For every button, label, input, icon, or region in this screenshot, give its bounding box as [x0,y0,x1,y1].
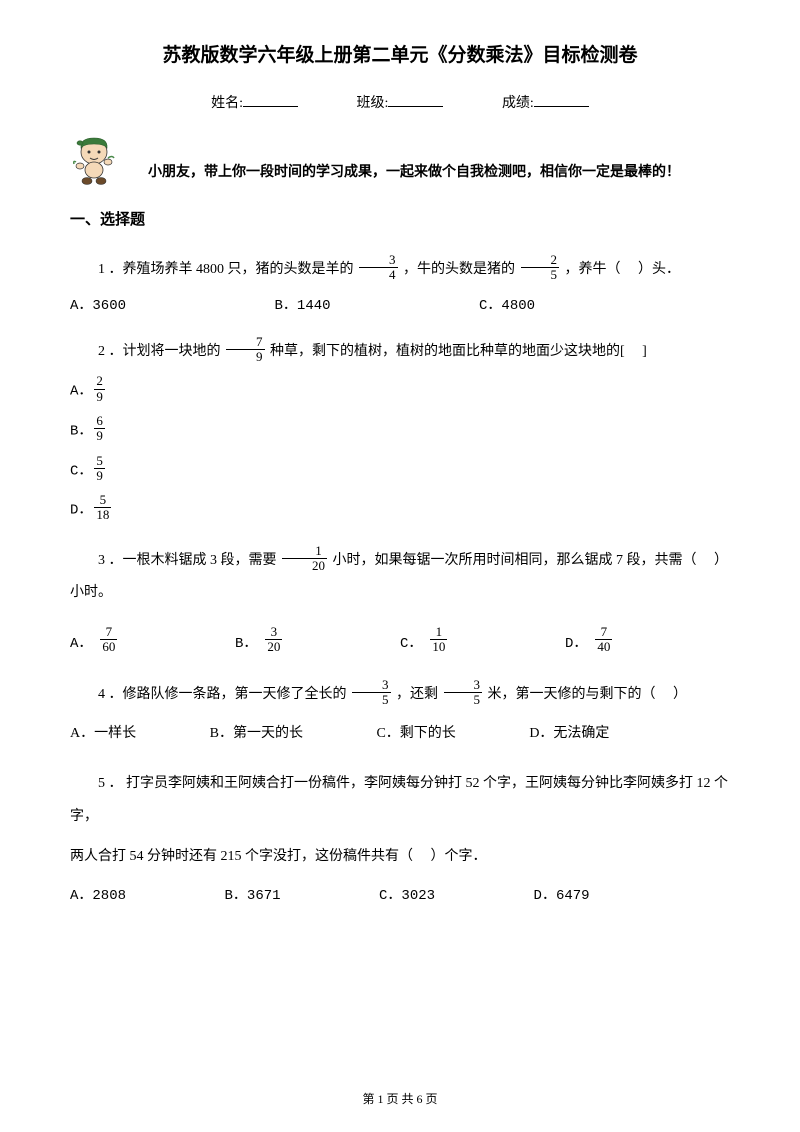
q2-pre: 2 ．计划将一块地的 [98,344,221,359]
q4-opt-a: A．一样长 [70,719,136,750]
q4-options: A．一样长 B．第一天的长 C．剩下的长 D．无法确定 [70,719,730,750]
q1-opt-b: B．1440 [275,294,331,314]
page-title: 苏教版数学六年级上册第二单元《分数乘法》目标检测卷 [70,40,730,67]
question-2: 2 ．计划将一块地的 79 种草，剩下的植树，植树的地面比种草的地面少这块地的[… [70,336,730,525]
q1-frac2: 25 [521,253,560,283]
section-title: 一、选择题 [70,208,730,229]
question-5: 5 ． 打字员李阿姨和王阿姨合打一份稿件，李阿姨每分钟打 52 个字，王阿姨每分… [70,768,730,912]
q1-options: A．3600 B．1440 C．4800 [70,294,730,314]
q1-mid: ，牛的头数是猪的 [403,262,515,277]
info-row: 姓名: 班级: 成绩: [70,92,730,112]
q3-opt-a: A．760 [70,627,235,657]
question-4: 4 ．修路队修一条路，第一天修了全长的 35 ，还剩 35 米，第一天修的与剩下… [70,679,730,751]
q2-frac: 79 [226,335,265,365]
q4-frac2: 35 [444,678,483,708]
q1-post: ，养牛（ ）头． [565,262,681,277]
q5-opt-b: B．3671 [225,881,281,912]
q3-pre: 3 ．一根木料锯成 3 段，需要 [98,553,277,568]
q4-pre: 4 ．修路队修一条路，第一天修了全长的 [98,687,347,702]
name-label: 姓名: [211,96,243,111]
q2-opt-a: A．29 [70,376,730,406]
q5-opt-d: D．6479 [534,881,590,912]
q1-text: 1 ．养殖场养羊 4800 只，猪的头数是羊的 34 ，牛的头数是猪的 25 ，… [70,254,730,286]
q3-text: 3 ．一根木料锯成 3 段，需要 120 小时，如果每锯一次所用时间相同，那么锯… [70,545,730,609]
q1-opt-a: A．3600 [70,294,126,314]
q2-opt-c: C．59 [70,456,730,486]
q4-text: 4 ．修路队修一条路，第一天修了全长的 35 ，还剩 35 米，第一天修的与剩下… [70,679,730,711]
q3-opt-c: C．110 [400,627,565,657]
q5-line2: 两人合打 54 分钟时还有 215 个字没打，这份稿件共有（ ）个字． [70,841,730,873]
q4-opt-c: C．剩下的长 [376,719,455,750]
q5-opt-a: A．2808 [70,881,126,912]
q4-opt-d: D．无法确定 [529,719,609,750]
q2-opt-d: D．518 [70,495,730,525]
q2-options: A．29 B．69 C．59 D．518 [70,376,730,524]
q3-opt-d: D．740 [565,627,730,657]
page-footer: 第 1 页 共 6 页 [0,1090,800,1107]
q4-opt-b: B．第一天的长 [210,719,303,750]
q3-frac: 120 [282,544,327,574]
question-1: 1 ．养殖场养羊 4800 只，猪的头数是羊的 34 ，牛的头数是猪的 25 ，… [70,254,730,314]
mascot-row: 小朋友，带上你一段时间的学习成果，一起来做个自我检测吧，相信你一定是最棒的！ [70,130,730,186]
class-label: 班级: [357,96,389,111]
q1-pre: 1 ．养殖场养羊 4800 只，猪的头数是羊的 [98,262,354,277]
q2-text: 2 ．计划将一块地的 79 种草，剩下的植树，植树的地面比种草的地面少这块地的[… [70,336,730,368]
q2-opt-b: B．69 [70,416,730,446]
encourage-text: 小朋友，带上你一段时间的学习成果，一起来做个自我检测吧，相信你一定是最棒的！ [148,161,680,186]
q5-line1: 5 ． 打字员李阿姨和王阿姨合打一份稿件，李阿姨每分钟打 52 个字，王阿姨每分… [70,768,730,832]
q3-options: A．760 B．320 C．110 D．740 [70,627,730,657]
q1-opt-c: C．4800 [479,294,535,314]
q4-post: 米，第一天修的与剩下的（ ） [488,687,688,702]
q1-frac1: 34 [359,253,398,283]
q5-options: A．2808 B．3671 C．3023 D．6479 [70,881,730,912]
q4-frac1: 35 [352,678,391,708]
score-blank [534,106,589,107]
score-label: 成绩: [502,96,534,111]
q4-mid: ，还剩 [396,687,438,702]
q2-post: 种草，剩下的植树，植树的地面比种草的地面少这块地的[ ] [270,344,647,359]
question-3: 3 ．一根木料锯成 3 段，需要 120 小时，如果每锯一次所用时间相同，那么锯… [70,545,730,657]
class-blank [388,106,443,107]
q3-opt-b: B．320 [235,627,400,657]
q5-opt-c: C．3023 [379,881,435,912]
mascot-icon [70,130,118,186]
name-blank [243,106,298,107]
